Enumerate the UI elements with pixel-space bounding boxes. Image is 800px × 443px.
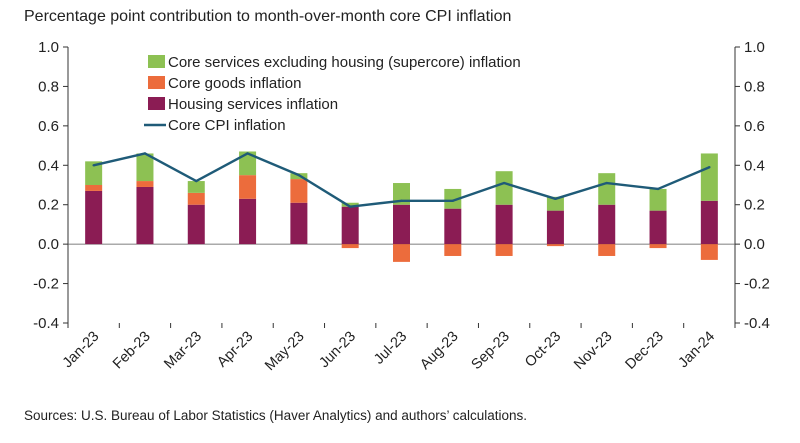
bar-segment [598,244,616,256]
legend-label: Core services excluding housing (superco… [168,54,521,71]
bar-segment [239,151,257,176]
bar-segment [649,188,667,211]
y-tick-label-right: 0.0 [744,236,765,253]
bar-segment [290,179,308,203]
legend: Core services excluding housing (superco… [144,54,521,134]
core-cpi-point [348,205,352,208]
bar-segment [239,175,257,199]
x-tick-label: Mar-23 [161,329,205,373]
core-cpi-point [502,181,506,185]
x-tick-label: Apr-23 [214,329,256,371]
core-cpi-point [195,179,198,183]
bar-segment [85,161,103,185]
bar-segment [546,210,564,245]
core-cpi-point [708,166,711,169]
bar-segment [393,244,410,262]
legend-label: Housing services inflation [168,96,338,113]
legend-label: Core CPI inflation [168,117,286,134]
y-tick-label-left: 0.8 [38,78,59,95]
bar-segment [187,181,205,193]
bar-segment [341,244,359,249]
bar-segment [85,185,103,191]
x-tick-label: Dec-23 [622,329,666,373]
y-tick-label-left: 0.4 [38,157,59,174]
bar-segment [341,206,359,245]
core-cpi-point [143,152,147,155]
bar-segment [700,200,718,245]
y-tick-label-right: 0.2 [744,197,765,214]
core-cpi-point [656,187,660,191]
x-tick-label: Aug-23 [417,329,461,373]
x-tick-label: Jan-23 [60,329,103,372]
y-tick-label-right: -0.2 [744,276,770,293]
bar-segment [290,202,308,245]
y-tick-label-left: 0.6 [38,118,59,135]
core-cpi-point [297,173,301,177]
core-cpi-point [400,199,403,202]
bar-segment [444,244,462,256]
bar-segment [598,173,616,205]
bar-segment [393,204,410,245]
x-tick-label: May-23 [262,329,308,375]
bar-segment [187,192,205,205]
bar-segment [341,202,359,207]
bars-group [85,151,718,262]
bar-segment [546,196,564,211]
bar-segment [598,204,616,245]
bar-segment [649,244,667,249]
y-tick-label-left: 0.0 [38,236,59,253]
bar-segment [239,198,257,245]
bar-segment [444,188,462,209]
bar-segment [85,190,103,245]
y-tick-label-right: 1.0 [744,39,765,56]
chart-source-note: Sources: U.S. Bureau of Labor Statistics… [24,408,527,423]
bar-segment [136,186,154,245]
core-cpi-point [92,164,95,167]
chart-title: Percentage point contribution to month-o… [24,8,512,25]
x-tick-label: Jan-24 [676,329,719,372]
core-cpi-point [451,199,455,202]
core-cpi-point [246,152,249,155]
legend-swatch [148,97,165,110]
line-group [92,152,711,208]
legend-label: Core goods inflation [168,75,301,92]
bar-segment [136,181,154,187]
bar-segment [187,204,205,245]
y-tick-label-right: 0.6 [744,118,765,135]
core-cpi-point [605,181,608,185]
bar-segment [495,171,513,205]
x-tick-label: Nov-23 [571,329,615,373]
y-tick-label-right: 0.8 [744,78,765,95]
y-tick-label-left: -0.2 [33,276,59,293]
bar-segment [700,244,718,260]
x-tick-label: Jun-23 [316,329,359,372]
x-tick-label: Oct-23 [522,329,564,371]
y-tick-label-right: 0.4 [744,157,765,174]
x-tick-label: Sep-23 [469,329,513,373]
y-tick-label-left: -0.4 [33,315,59,332]
y-tick-label-right: -0.4 [744,315,770,332]
y-tick-label-left: 0.2 [38,197,59,214]
bar-segment [546,244,564,247]
legend-swatch [148,76,165,89]
bar-segment [495,204,513,245]
x-tick-label: Feb-23 [110,329,154,373]
bar-segment [495,244,513,256]
y-tick-label-left: 1.0 [38,39,59,56]
bar-segment [136,153,154,182]
legend-swatch [148,55,165,68]
bar-segment [444,208,462,245]
bar-segment [700,153,718,201]
bar-segment [649,210,667,245]
x-tick-label: Jul-23 [371,329,410,368]
bar-segment [393,183,410,205]
core-cpi-point [554,197,557,200]
